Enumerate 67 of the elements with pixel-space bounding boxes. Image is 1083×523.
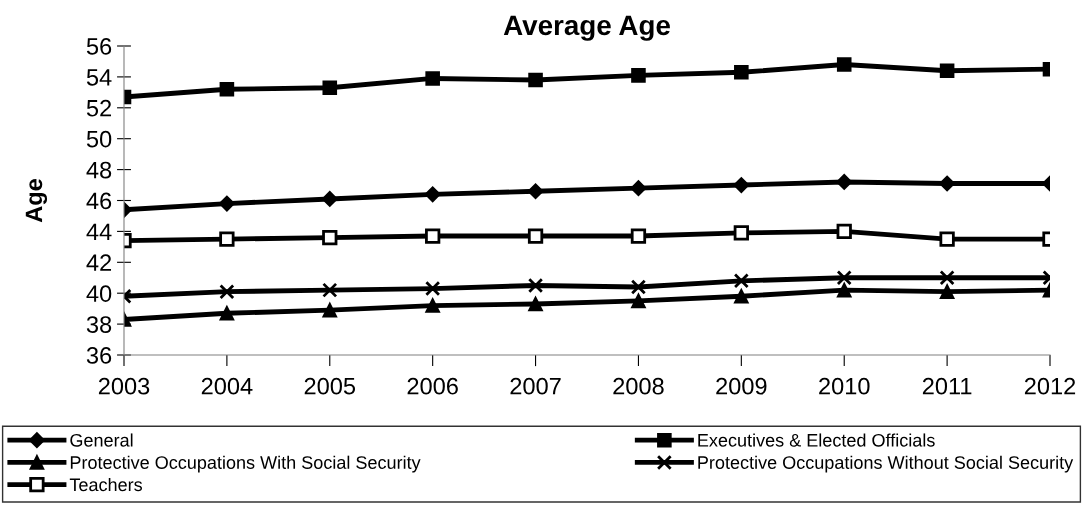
point <box>631 68 646 83</box>
point <box>733 177 750 193</box>
x-tick-label: 2011 <box>922 377 972 395</box>
point <box>528 296 543 312</box>
point <box>630 279 647 295</box>
point <box>939 270 955 286</box>
x-tick-label: 2004 <box>201 377 253 395</box>
point <box>219 305 235 321</box>
y-tick-label: 40 <box>86 285 112 302</box>
legend-label: Protective Occupations Without Social Security <box>698 455 1074 473</box>
point <box>425 228 441 244</box>
x-tick-label: 2010 <box>819 377 870 395</box>
x-tick-label: 2007 <box>510 377 561 395</box>
point <box>527 183 544 200</box>
y-tick-label: 56 <box>86 38 112 55</box>
point <box>734 64 749 80</box>
point <box>322 80 338 96</box>
point <box>424 186 441 203</box>
point <box>321 191 338 207</box>
legend-label: General <box>70 433 133 447</box>
point <box>836 282 852 298</box>
point <box>630 228 647 244</box>
y-tick-label: 42 <box>86 254 112 271</box>
point <box>836 270 852 286</box>
y-tick-label: 52 <box>86 99 112 117</box>
point <box>219 231 235 247</box>
point <box>322 302 338 318</box>
legend-label: Teachers <box>69 477 143 492</box>
point <box>939 284 955 299</box>
point <box>836 223 852 240</box>
point <box>630 180 647 197</box>
point <box>322 282 338 298</box>
point <box>425 298 440 313</box>
x-tick-label: 2003 <box>98 377 150 395</box>
chart-title: Average Age <box>503 15 670 41</box>
y-tick-label: 36 <box>86 347 112 364</box>
x-tick-label: 2006 <box>407 377 458 395</box>
x-tick-label: 2009 <box>716 377 767 395</box>
point <box>425 71 440 86</box>
point <box>939 231 955 247</box>
x-tick-label: 2005 <box>304 377 356 395</box>
y-tick-label: 38 <box>86 316 112 333</box>
point <box>527 277 544 294</box>
point <box>219 81 235 97</box>
y-tick-label: 48 <box>86 161 112 179</box>
point <box>322 229 338 246</box>
point <box>733 273 749 289</box>
point <box>527 228 544 244</box>
legend-label: Executives & Elected Officials <box>698 433 935 447</box>
point <box>218 195 235 212</box>
y-tick-label: 50 <box>86 130 112 148</box>
point <box>425 280 441 297</box>
point <box>219 284 235 300</box>
legend-label: Protective Occupations With Social Security <box>70 455 421 473</box>
x-tick-label: 2008 <box>613 377 664 395</box>
point <box>528 72 543 88</box>
x-tick-label: 2012 <box>1024 377 1076 395</box>
point <box>939 63 955 79</box>
y-tick-label: 54 <box>86 69 112 86</box>
point <box>836 174 853 190</box>
y-tick-label: 46 <box>86 192 112 210</box>
point <box>734 289 749 304</box>
point <box>733 225 749 241</box>
point <box>631 293 646 309</box>
point <box>836 57 852 72</box>
y-axis-title: Age <box>25 179 48 223</box>
y-tick-label: 44 <box>86 223 112 240</box>
